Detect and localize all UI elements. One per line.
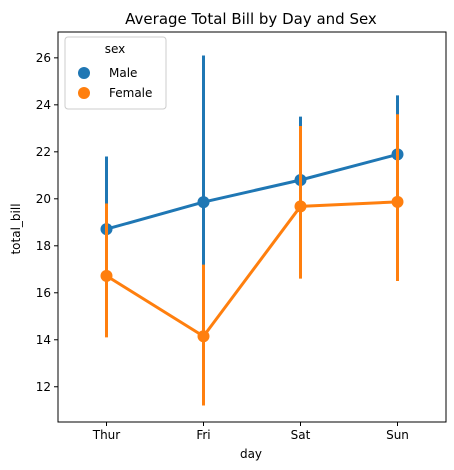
legend-marker-male	[78, 67, 90, 79]
plot-frame	[57, 31, 447, 423]
point-female-sat	[294, 200, 307, 213]
y-tick-label-16: 16	[36, 286, 51, 300]
y-tick-label-18: 18	[36, 239, 51, 253]
y-tick-label-12: 12	[36, 380, 51, 394]
x-tick-label-fri: Fri	[196, 428, 210, 442]
x-tick-label-thur: Thur	[92, 428, 121, 442]
y-tick-label-24: 24	[36, 98, 51, 112]
plot-area	[100, 55, 404, 406]
legend-marker-female	[78, 87, 90, 99]
legend: sex Male Female	[64, 36, 167, 110]
y-tick-label-20: 20	[36, 192, 51, 206]
x-tick-label-sun: Sun	[386, 428, 409, 442]
legend-frame	[64, 36, 167, 110]
point-male-fri	[197, 196, 210, 209]
y-tick-label-22: 22	[36, 145, 51, 159]
legend-title: sex	[105, 42, 126, 56]
point-female-sun	[391, 195, 404, 208]
point-female-thur	[100, 269, 113, 282]
series-line-male	[106, 152, 398, 231]
series-line-female	[105, 200, 398, 338]
x-axis-label: day	[240, 447, 262, 461]
y-tick-label-14: 14	[36, 333, 51, 347]
chart-title: Average Total Bill by Day and Sex	[125, 10, 377, 28]
point-female-fri	[197, 330, 210, 343]
legend-label-female: Female	[109, 86, 152, 100]
y-axis-label: total_bill	[9, 203, 23, 254]
x-tick-label-sat: Sat	[291, 428, 311, 442]
legend-label-male: Male	[109, 66, 137, 80]
y-tick-label-26: 26	[36, 51, 51, 65]
axes: Thur Fri Sat Sun 12 14 16 18 20 22 24 26	[36, 31, 447, 442]
